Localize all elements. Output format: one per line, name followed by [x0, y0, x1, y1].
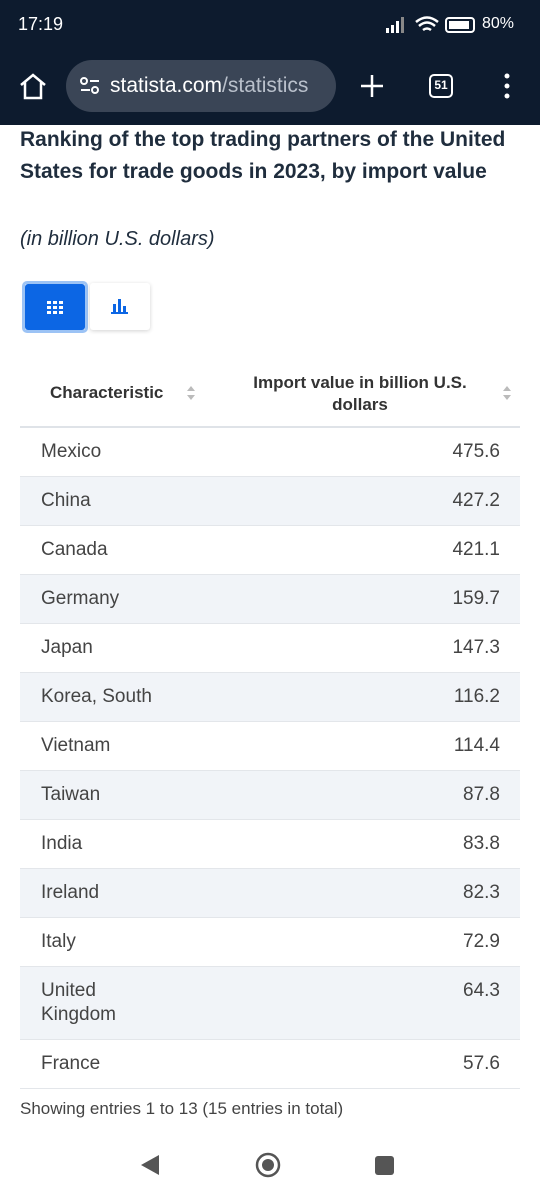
chart-icon	[111, 299, 128, 314]
sort-icon[interactable]	[186, 385, 196, 401]
navigation-bar	[141, 1152, 394, 1178]
column-header[interactable]: Import value in billion U.S. dollars	[253, 373, 467, 414]
import-value: 147.3	[452, 637, 500, 658]
title: Ranking of the top trading partners of t…	[20, 128, 506, 183]
import-value: 57.6	[463, 1053, 500, 1074]
import-value: 421.1	[452, 539, 500, 560]
sort-icon[interactable]	[502, 385, 512, 401]
country: China	[41, 490, 91, 511]
import-value: 87.8	[463, 784, 500, 805]
site-settings-icon[interactable]	[80, 77, 100, 95]
back-button[interactable]	[141, 1155, 159, 1175]
clock: 17:19	[18, 14, 64, 34]
country: Vietnam	[41, 735, 111, 756]
table-row: Vietnam 114.4	[20, 722, 520, 771]
status-bar: 17:19 80%	[0, 0, 540, 48]
home-nav-dot	[262, 1159, 274, 1171]
table-row: Taiwan 87.8	[20, 771, 520, 820]
country: India	[41, 833, 83, 854]
browser-bar: statista.com/statistics 51	[0, 48, 540, 125]
new-tab-button[interactable]	[360, 74, 384, 98]
home-nav-button[interactable]	[255, 1152, 281, 1178]
menu-button[interactable]	[502, 72, 512, 100]
table-row: Italy 72.9	[20, 918, 520, 967]
column-header[interactable]: Characteristic	[50, 383, 164, 402]
home-button[interactable]	[18, 72, 48, 100]
country: Canada	[41, 539, 108, 560]
table-row: Canada 421.1	[20, 526, 520, 575]
import-value: 64.3	[463, 980, 500, 1001]
url: statista.com/statistics	[110, 74, 308, 98]
country: Mexico	[41, 441, 102, 462]
table-row: Japan 147.3	[20, 624, 520, 673]
import-value: 159.7	[452, 588, 500, 609]
table-icon	[47, 301, 63, 314]
table-row: Germany 159.7	[20, 575, 520, 624]
table-view-button[interactable]	[22, 281, 88, 333]
import-value: 82.3	[463, 882, 500, 903]
table-header: Characteristic Import value in billion U…	[20, 362, 520, 428]
country: Ireland	[41, 882, 100, 903]
tab-count[interactable]: 51	[429, 74, 453, 98]
import-value: 114.4	[453, 735, 500, 756]
import-value: 427.2	[452, 490, 500, 511]
country: Japan	[41, 637, 93, 658]
table-row: Mexico 475.6	[20, 428, 520, 477]
import-value: 475.6	[452, 441, 500, 462]
subtitle: (in billion U.S. dollars)	[20, 228, 215, 250]
country: Korea, South	[41, 686, 152, 707]
table-row: Ireland 82.3	[20, 869, 520, 918]
status-icons	[386, 16, 475, 33]
address-bar[interactable]: statista.com/statistics	[66, 60, 336, 112]
table-row: United Kingdom 64.3	[20, 967, 520, 1040]
table-row: Korea, South 116.2	[20, 673, 520, 722]
chart-view-button[interactable]	[90, 283, 150, 330]
table-row: France 57.6	[20, 1040, 520, 1089]
battery-level: 80%	[482, 15, 515, 32]
table-body: Mexico 475.6 China 427.2 Canada 421.1 Germany 1…	[20, 428, 520, 1089]
url-path: /statistics	[222, 74, 309, 97]
url-domain: statista.com	[110, 74, 223, 97]
data-table: Characteristic Import value in billion U…	[20, 362, 520, 1089]
recents-button[interactable]	[375, 1156, 394, 1175]
country: Italy	[41, 931, 76, 952]
table-footer: Showing entries 1 to 13 (15 entries in t…	[20, 1099, 344, 1118]
country: Taiwan	[41, 784, 101, 805]
import-value: 72.9	[463, 931, 500, 952]
table-row: India 83.8	[20, 820, 520, 869]
country: United Kingdom	[41, 980, 116, 1025]
import-value: 83.8	[463, 833, 500, 854]
import-value: 116.2	[453, 686, 500, 707]
country: Germany	[41, 588, 120, 609]
table-row: China 427.2	[20, 477, 520, 526]
country: France	[41, 1053, 101, 1074]
